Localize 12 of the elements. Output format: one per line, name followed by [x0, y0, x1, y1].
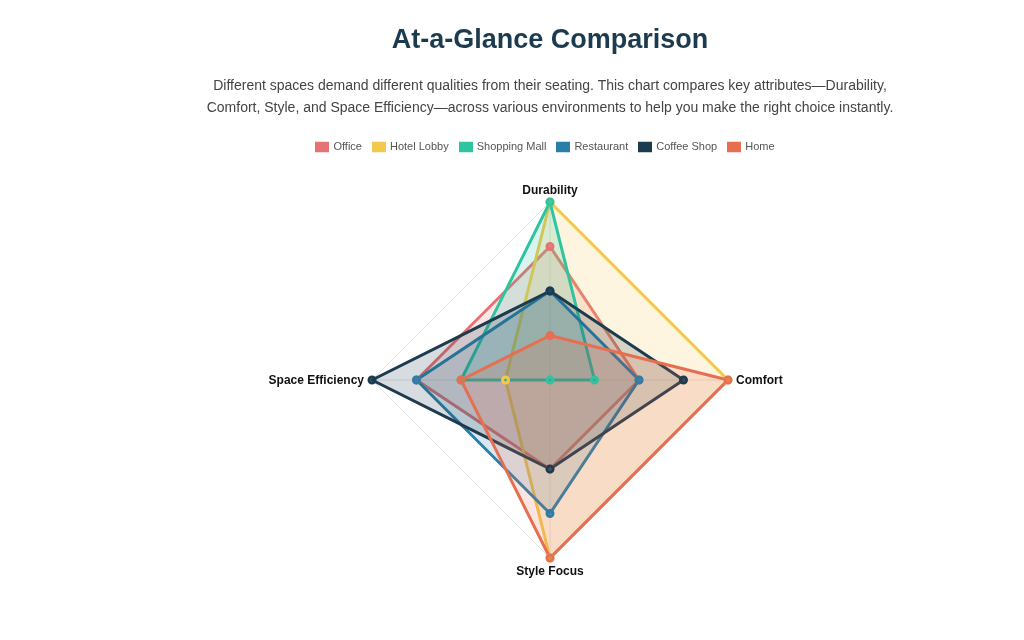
legend-label: Hotel Lobby: [389, 140, 449, 152]
spoke-label: Comfort: [736, 373, 783, 388]
spoke-label: Style Focus: [516, 563, 584, 578]
legend-label: Office: [333, 140, 362, 152]
spoke-label: Space Efficiency: [268, 373, 365, 388]
legend-label: Shopping Mall: [476, 140, 547, 152]
spoke-label: Durability: [522, 183, 578, 197]
chart-title: At-a-Glance Comparison: [390, 24, 710, 56]
legend-label: Restaurant: [574, 140, 629, 152]
legend-label: Home: [745, 140, 775, 152]
legend-label: Coffee Shop: [656, 140, 718, 152]
chart-subtitle: Different spaces demand different qualities from their seating. This chart compares key attributes—Durability, Comfort, Style, and Space Efficiency—across various environments to help you make the right choice instantly.: [205, 76, 895, 117]
